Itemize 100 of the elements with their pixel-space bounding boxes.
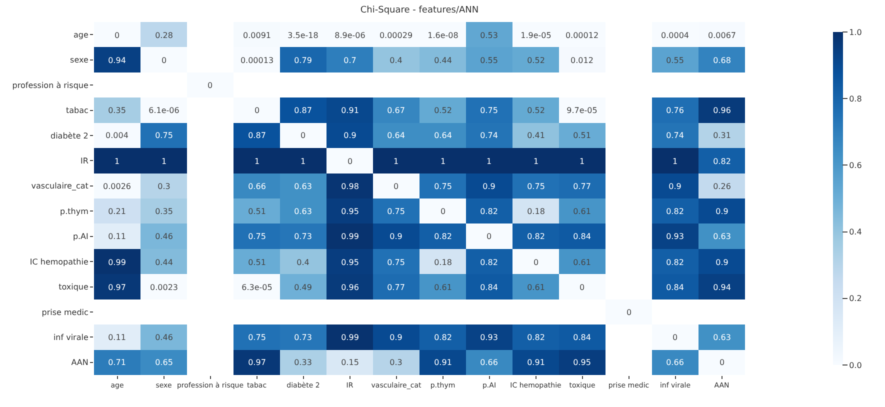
data-label: 0.61 bbox=[527, 282, 545, 292]
data-label: 0.41 bbox=[527, 130, 545, 140]
data-label: 6.3e-05 bbox=[242, 282, 272, 292]
data-label: 0.79 bbox=[294, 56, 312, 65]
chart-title: Chi-Square - features/ANN bbox=[360, 5, 479, 16]
data-label: 0.82 bbox=[666, 206, 684, 216]
data-label: 0.63 bbox=[294, 182, 312, 191]
data-label: 0.97 bbox=[248, 358, 266, 367]
data-label: 0.18 bbox=[434, 258, 452, 267]
data-label: 0.9 bbox=[390, 232, 402, 241]
data-label: 0.67 bbox=[387, 106, 405, 115]
y-tick-label: IC hemopathie bbox=[30, 257, 88, 266]
data-label: 0.74 bbox=[480, 130, 498, 140]
data-label: 0.64 bbox=[434, 130, 452, 140]
data-label: 0.52 bbox=[527, 56, 545, 65]
y-tick-label: diabète 2 bbox=[50, 131, 88, 140]
data-label: 0.18 bbox=[527, 206, 545, 216]
data-label: 0.82 bbox=[666, 258, 684, 267]
data-label: 0.84 bbox=[480, 282, 498, 292]
data-label: 0.46 bbox=[155, 332, 173, 342]
data-label: 0.44 bbox=[434, 56, 452, 65]
data-label: 0.87 bbox=[248, 130, 266, 140]
data-label: 0.65 bbox=[155, 358, 173, 367]
data-label: 0.53 bbox=[480, 30, 498, 40]
data-label: 0.93 bbox=[666, 232, 684, 241]
data-label: 0.94 bbox=[713, 282, 731, 292]
data-label: 0.9 bbox=[716, 206, 728, 216]
data-label: 0.55 bbox=[480, 56, 498, 65]
data-label: 1.6e-08 bbox=[428, 30, 458, 40]
data-label: 0.73 bbox=[294, 232, 312, 241]
data-label: 0.66 bbox=[666, 358, 684, 367]
data-label: 0.9 bbox=[390, 332, 402, 342]
color-bar-label: 1.0 bbox=[849, 28, 862, 37]
color-bar-label: 0.0 bbox=[849, 360, 862, 370]
data-label: 0.00029 bbox=[379, 30, 413, 40]
data-label: 0.75 bbox=[527, 182, 545, 191]
data-label: 0.91 bbox=[527, 358, 545, 367]
data-label: 0.77 bbox=[573, 182, 591, 191]
data-label: 0.84 bbox=[666, 282, 684, 292]
data-label: 0.3 bbox=[390, 358, 402, 367]
data-label: 1 bbox=[579, 156, 585, 166]
data-label: 0.9 bbox=[716, 258, 728, 267]
data-label: 0 bbox=[254, 106, 260, 115]
data-label: 0 bbox=[486, 232, 492, 241]
y-tick-label: IR bbox=[80, 156, 89, 166]
y-tick-label: vasculaire_cat bbox=[31, 182, 88, 191]
data-label: 0 bbox=[393, 182, 399, 191]
data-label: 0.4 bbox=[296, 258, 310, 267]
y-tick-label: age bbox=[73, 30, 88, 40]
data-label: 0.63 bbox=[713, 332, 731, 342]
data-label: 0.64 bbox=[387, 130, 405, 140]
data-label: 0.61 bbox=[434, 282, 452, 292]
data-label: 0.28 bbox=[155, 30, 173, 40]
data-label: 0.82 bbox=[527, 232, 545, 241]
y-tick-label: p.AI bbox=[72, 232, 88, 242]
y-tick-label: tabac bbox=[66, 106, 88, 116]
y-tick-label: profession à risque bbox=[12, 80, 88, 90]
data-label: 1 bbox=[161, 156, 167, 166]
data-label: 0.0067 bbox=[708, 30, 736, 40]
data-label: 0.99 bbox=[341, 232, 359, 241]
data-label: 0.4 bbox=[390, 56, 402, 65]
data-label: 0.52 bbox=[434, 106, 452, 115]
data-label: 0 bbox=[440, 206, 446, 216]
data-label: 0.75 bbox=[434, 182, 452, 191]
y-tick-label: inf virale bbox=[53, 332, 88, 342]
data-label: 0.82 bbox=[434, 332, 452, 342]
data-label: 0.004 bbox=[106, 130, 128, 140]
data-label: 0.52 bbox=[527, 106, 545, 115]
data-label: 0.46 bbox=[155, 232, 173, 241]
data-label: 0.0023 bbox=[150, 282, 178, 292]
data-label: 0.00013 bbox=[240, 56, 274, 65]
y-tick-label: AAN bbox=[71, 358, 88, 368]
data-label: 0.84 bbox=[573, 232, 591, 241]
color-bar-label: 0.8 bbox=[849, 94, 862, 104]
data-label: 0.82 bbox=[527, 332, 545, 342]
data-label: 0.51 bbox=[248, 206, 266, 216]
data-label: 1.9e-05 bbox=[520, 30, 552, 40]
data-label: 0.55 bbox=[666, 56, 684, 65]
data-label: 0.82 bbox=[480, 206, 498, 216]
data-label: 0.0004 bbox=[661, 30, 689, 40]
data-label: 1 bbox=[672, 156, 678, 166]
data-label: 1 bbox=[254, 156, 260, 166]
data-label: 0 bbox=[161, 56, 167, 65]
data-label: 1 bbox=[440, 156, 446, 166]
data-label: 3.5e-18 bbox=[288, 30, 318, 40]
data-label: 0 bbox=[672, 332, 678, 342]
y-tick-label: p.thym bbox=[60, 206, 89, 216]
y-tick-label: sexe bbox=[70, 56, 88, 65]
data-label: 0.77 bbox=[387, 282, 405, 292]
data-label: 0.61 bbox=[573, 206, 591, 216]
data-label: 1 bbox=[300, 156, 306, 166]
data-label: 0.75 bbox=[480, 106, 498, 115]
data-label: 0.71 bbox=[108, 358, 126, 367]
data-label: 0.76 bbox=[666, 106, 684, 115]
data-label: 0.99 bbox=[108, 258, 126, 267]
data-label: 0.15 bbox=[341, 358, 359, 367]
data-label: 0.63 bbox=[713, 232, 731, 241]
data-label: 0.66 bbox=[248, 182, 266, 191]
data-label: 0.75 bbox=[387, 258, 405, 267]
data-label: 0 bbox=[719, 358, 725, 367]
